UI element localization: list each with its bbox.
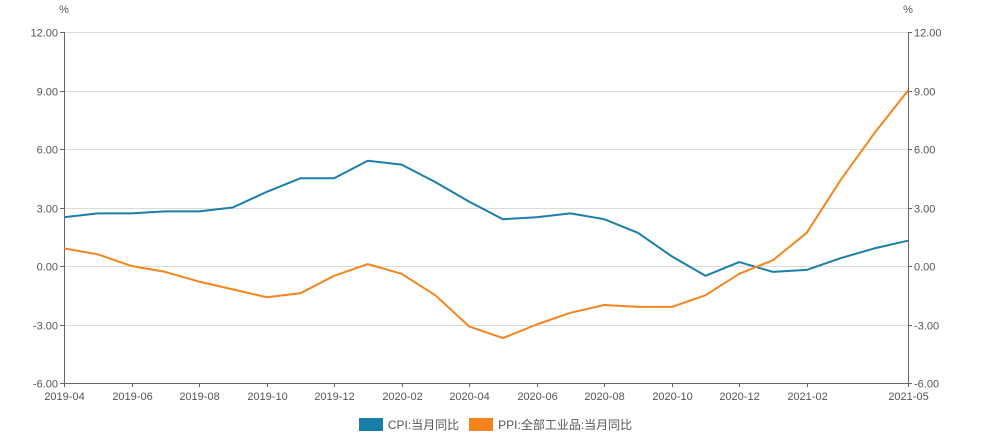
data-series — [63, 89, 909, 340]
legend: CPI:当月同比 PPI:全部工业品:当月同比 — [0, 416, 991, 433]
legend-label-cpi: CPI:当月同比 — [387, 418, 460, 432]
x-tick-label: 2019-08 — [179, 391, 219, 403]
x-tick-label: 2019-04 — [44, 391, 84, 403]
x-axis: 2019-04 2019-06 2019-08 2019-10 2019-12 2020-… — [44, 383, 929, 403]
x-tick-label: 2020-12 — [719, 391, 759, 403]
y-tick-label: 12.00 — [30, 28, 58, 40]
y-tick-label: -3.00 — [914, 321, 939, 333]
ppi-swatch-icon — [469, 418, 494, 431]
y-tick-label: 12.00 — [914, 28, 942, 40]
y-tick-label: 3.00 — [914, 204, 935, 216]
x-tick-label: 2020-10 — [652, 391, 692, 403]
y-tick-label: 6.00 — [914, 145, 935, 157]
x-tick-label: 2019-10 — [247, 391, 287, 403]
left-axis-unit: % — [59, 4, 69, 16]
y-tick-label: 0.00 — [914, 262, 935, 274]
y-tick-label: 9.00 — [914, 87, 935, 99]
y-tick-label: -6.00 — [33, 379, 58, 391]
legend-label-ppi: PPI:全部工业品:当月同比 — [498, 418, 633, 432]
left-y-axis: 12.00 9.00 6.00 3.00 0.00 -3.00 -6.00 — [30, 28, 65, 391]
gridlines — [64, 32, 908, 326]
y-tick-label: 0.00 — [37, 262, 58, 274]
ppi-line — [63, 89, 909, 340]
x-tick-label: 2020-08 — [584, 391, 624, 403]
line-chart: 12.00 9.00 6.00 3.00 0.00 -3.00 -6.00 12.00 9.0… — [30, 4, 942, 403]
right-axis-unit: % — [903, 4, 913, 16]
y-tick-label: -3.00 — [33, 321, 58, 333]
x-tick-label: 2020-02 — [382, 391, 422, 403]
x-tick-label: 2020-04 — [449, 391, 489, 403]
y-tick-label: 9.00 — [37, 87, 58, 99]
y-tick-label: 6.00 — [37, 145, 58, 157]
cpi-line — [63, 159, 909, 277]
right-y-axis: 12.00 9.00 6.00 3.00 0.00 -3.00 -6.00 — [908, 28, 942, 391]
y-tick-label: 3.00 — [37, 204, 58, 216]
y-tick-label: -6.00 — [914, 379, 939, 391]
cpi-swatch-icon — [358, 418, 383, 431]
x-tick-label: 2019-06 — [112, 391, 152, 403]
legend-item-cpi[interactable]: CPI:当月同比 — [358, 416, 460, 433]
x-tick-label: 2019-12 — [314, 391, 354, 403]
x-tick-label: 2021-05 — [888, 391, 928, 403]
legend-item-ppi[interactable]: PPI:全部工业品:当月同比 — [469, 416, 632, 433]
x-tick-label: 2020-06 — [517, 391, 557, 403]
x-tick-label: 2021-02 — [787, 391, 827, 403]
